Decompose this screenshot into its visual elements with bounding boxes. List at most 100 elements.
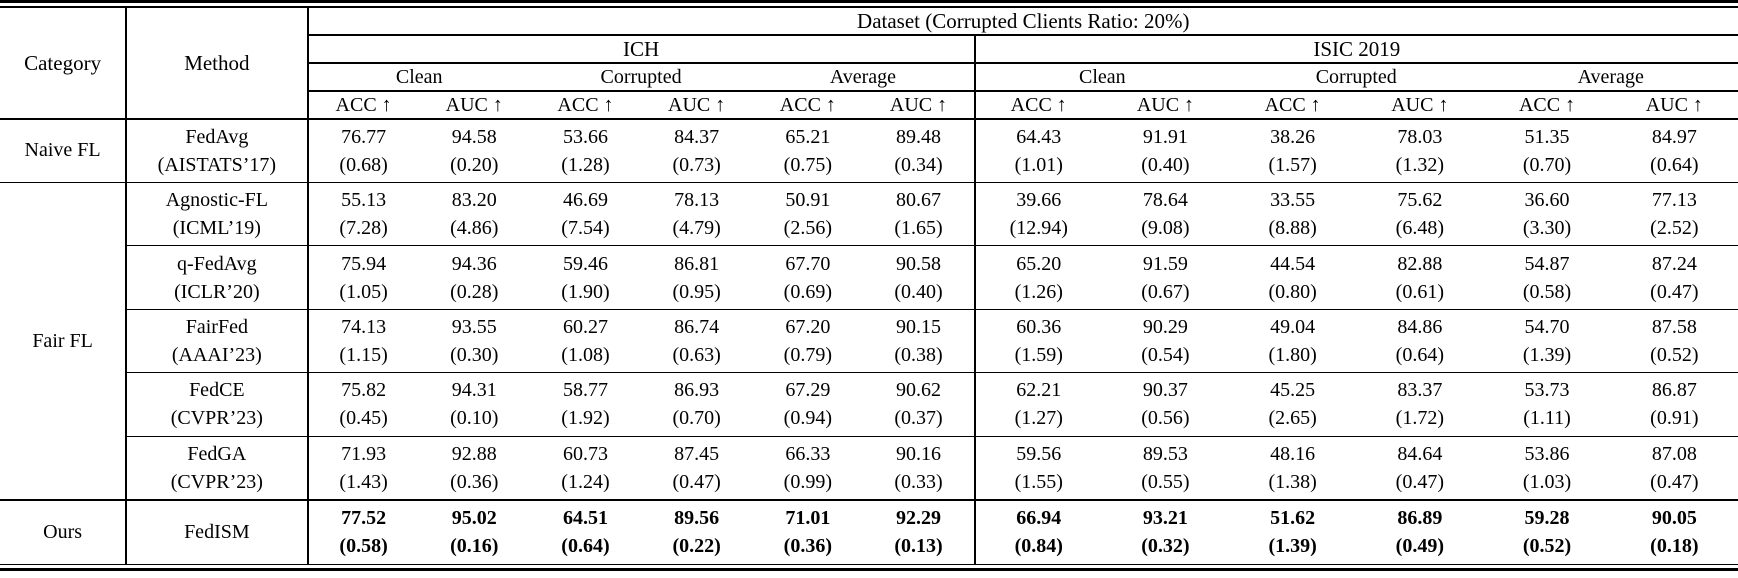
metric-mean: 54.70 (1524, 315, 1570, 338)
metric-mean: 65.20 (1016, 252, 1062, 275)
metric-mean: 92.29 (896, 507, 942, 530)
metric-std: (1.80) (1268, 343, 1317, 366)
header-ich-corrupted: Corrupted (529, 62, 753, 92)
table-row: FedGA (CVPR’23) 71.93 (1.43) 92.88 (0.36) 60.7… (0, 435, 1738, 501)
metric-cell: 87.45 (0.47) (641, 435, 753, 501)
metric-cell: 90.37 (0.56) (1101, 372, 1230, 437)
metric-mean: 78.03 (1397, 125, 1443, 148)
metric-std: (0.58) (1522, 280, 1572, 303)
metric-mean: 53.66 (562, 125, 608, 148)
metric-cell: 87.58 (0.52) (1610, 308, 1738, 373)
top-double-rule (0, 0, 1738, 8)
method-venue: (AAAI’23) (171, 343, 262, 366)
metric-mean: 80.67 (896, 189, 942, 212)
metric-cell: 66.33 (0.99) (752, 435, 864, 501)
metric-cell: 39.66 (12.94) (974, 181, 1102, 246)
metric-mean: 50.91 (785, 189, 831, 212)
metric-cell: 91.91 (0.40) (1102, 119, 1229, 183)
metric-cell: 60.36 (1.59) (974, 308, 1102, 373)
metric-std: (0.38) (894, 343, 943, 366)
method-name: FedCE (189, 379, 245, 402)
metric-cell: 90.16 (0.33) (863, 435, 976, 501)
header-metric-auc: AUC ↑ (1356, 90, 1484, 120)
metric-std: (0.40) (894, 280, 943, 303)
metric-cell: 59.28 (0.52) (1483, 499, 1611, 564)
metric-mean: 51.35 (1524, 125, 1570, 148)
metric-mean: 59.46 (562, 252, 608, 275)
metric-cell: 77.13 (2.52) (1610, 181, 1738, 246)
metric-mean: 87.08 (1651, 442, 1697, 465)
metric-mean: 90.16 (896, 442, 942, 465)
metric-mean: 67.20 (785, 315, 831, 338)
metric-cell: 48.16 (1.38) (1229, 435, 1357, 501)
metric-cell: 33.55 (8.88) (1229, 181, 1357, 246)
method-cell: FedAvg (AISTATS’17) (126, 118, 309, 183)
metric-cell: 83.37 (1.72) (1356, 372, 1484, 437)
metric-std: (1.59) (1014, 343, 1063, 366)
metric-cell: 94.36 (0.28) (418, 245, 530, 310)
metric-mean: 86.74 (674, 315, 720, 338)
table-body: Naive FL FedAvg (AISTATS’17) 76.77 (0.68) 94.… (0, 118, 1738, 564)
metric-std: (1.05) (339, 280, 388, 303)
method-cell: FairFed (AAAI’23) (126, 308, 309, 373)
metric-std: (3.30) (1522, 217, 1572, 240)
metric-mean: 54.87 (1524, 252, 1570, 275)
metric-cell: 86.87 (0.91) (1610, 372, 1738, 437)
metric-cell: 92.88 (0.36) (418, 435, 530, 501)
metric-std: (6.48) (1395, 217, 1444, 240)
metric-mean: 60.27 (562, 315, 608, 338)
metric-cell: 53.86 (1.03) (1483, 435, 1611, 501)
method-name: q-FedAvg (177, 252, 257, 275)
metric-cell: 78.03 (1.32) (1356, 119, 1483, 183)
metric-cell: 86.89 (0.49) (1356, 499, 1484, 564)
header-metric-acc: ACC ↑ (974, 90, 1102, 120)
metric-std: (0.47) (1395, 470, 1444, 493)
metric-mean: 90.58 (896, 252, 942, 275)
metric-cell: 64.43 (1.01) (975, 119, 1102, 183)
header-metric-acc: ACC ↑ (752, 90, 864, 120)
metric-cell: 80.67 (1.65) (863, 181, 976, 246)
metric-std: (2.56) (783, 217, 832, 240)
method-cell: FedCE (CVPR’23) (126, 372, 309, 437)
metric-mean: 77.13 (1651, 189, 1697, 212)
metric-cell: 36.60 (3.30) (1483, 181, 1611, 246)
metric-cell: 84.97 (0.64) (1611, 119, 1738, 183)
metric-cell: 77.52 (0.58) (307, 499, 419, 564)
metric-mean: 75.94 (341, 252, 387, 275)
metric-mean: 90.29 (1142, 315, 1188, 338)
header-method: Method (126, 7, 309, 120)
metric-mean: 36.60 (1524, 189, 1570, 212)
metric-mean: 45.25 (1270, 379, 1316, 402)
metric-cell: 87.08 (0.47) (1610, 435, 1738, 501)
metric-cell: 84.86 (0.64) (1356, 308, 1484, 373)
metric-std: (2.65) (1268, 407, 1317, 430)
metric-std: (0.20) (450, 153, 499, 176)
metric-cell: 89.53 (0.55) (1101, 435, 1230, 501)
metric-std: (1.01) (1014, 153, 1063, 176)
metric-mean: 75.82 (341, 379, 387, 402)
metric-mean: 71.93 (341, 442, 387, 465)
header-metric-auc: AUC ↑ (418, 90, 530, 120)
table-header: Category Method Dataset (Corrupted Clien… (0, 7, 1738, 120)
method-cell: FedISM (126, 499, 309, 564)
metric-mean: 33.55 (1270, 189, 1316, 212)
metric-mean: 84.97 (1651, 125, 1697, 148)
table-row: Fair FL Agnostic-FL (ICML’19) 55.13 (7.28) 83… (0, 181, 1738, 501)
metric-cell: 82.88 (0.61) (1356, 245, 1484, 310)
metric-mean: 84.64 (1397, 442, 1443, 465)
metric-std: (1.27) (1014, 407, 1063, 430)
table-row: q-FedAvg (ICLR’20) 75.94 (1.05) 94.36 (0.28) 5… (0, 245, 1738, 310)
metric-std: (0.99) (783, 470, 832, 493)
table-row: Naive FL FedAvg (AISTATS’17) 76.77 (0.68) 94.… (0, 118, 1738, 183)
metric-mean: 53.73 (1524, 379, 1570, 402)
metric-std: (0.68) (339, 153, 388, 176)
metric-cell: 60.73 (1.24) (529, 435, 642, 501)
metric-cell: 51.62 (1.39) (1229, 499, 1357, 564)
metric-std: (0.47) (1650, 470, 1699, 493)
metric-std: (1.55) (1014, 470, 1063, 493)
metric-mean: 90.62 (896, 379, 942, 402)
metric-std: (1.32) (1395, 153, 1444, 176)
metric-mean: 62.21 (1016, 379, 1062, 402)
metric-cell: 86.74 (0.63) (641, 308, 753, 373)
metric-cell: 90.58 (0.40) (863, 245, 976, 310)
